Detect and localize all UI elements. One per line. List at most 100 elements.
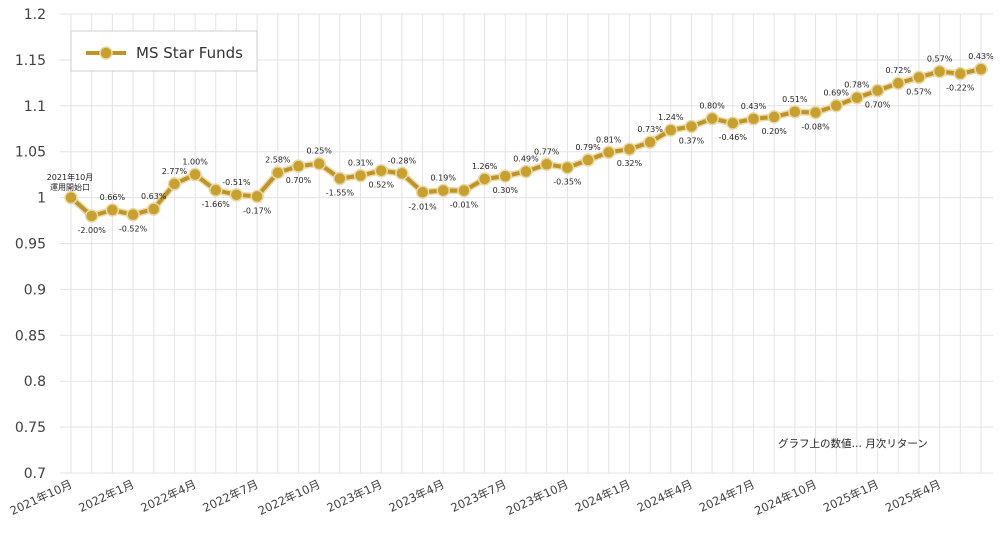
data-point [726, 116, 740, 130]
data-label: 0.43% [741, 102, 767, 111]
data-point [788, 105, 802, 119]
data-label: 0.57% [906, 87, 932, 96]
data-point [395, 166, 409, 181]
data-label: -0.46% [719, 133, 748, 142]
data-label: 0.63% [141, 192, 167, 201]
data-label: 0.30% [493, 186, 519, 195]
data-point [209, 183, 223, 197]
data-label: 0.73% [637, 125, 663, 134]
data-label: -0.22% [946, 84, 975, 93]
data-point [622, 142, 637, 156]
y-tick-label: 0.9 [24, 282, 46, 298]
legend-label: MS Star Funds [136, 44, 243, 62]
y-tick-label: 0.75 [15, 420, 46, 436]
legend: MS Star Funds [70, 30, 258, 72]
data-label: 0.70% [865, 101, 891, 110]
x-tick-label: 2022年4月 [138, 477, 198, 515]
data-point [767, 110, 781, 124]
data-point [291, 159, 306, 173]
x-tick-label: 2024年4月 [635, 477, 695, 515]
y-tick-label: 1.15 [15, 53, 46, 69]
y-axis-ticks: 0.7 0.75 0.8 0.85 0.9 0.95 1 1.05 1.1 1.15 1.2 [15, 7, 46, 482]
data-point [457, 183, 471, 198]
data-point [167, 177, 182, 191]
x-tick-label: 2023年7月 [449, 477, 509, 515]
data-point [250, 189, 264, 204]
x-tick-label: 2025年4月 [883, 477, 943, 515]
data-label: -1.55% [326, 189, 355, 198]
data-label: 0.57% [927, 54, 953, 63]
data-label: 0.49% [513, 155, 539, 164]
data-label: 0.31% [348, 159, 374, 168]
data-label: 0.79% [575, 143, 601, 152]
data-label: -2.01% [408, 202, 437, 211]
data-point [808, 105, 823, 120]
data-label: 0.72% [886, 66, 912, 75]
x-tick-label: 2024年10月 [752, 477, 819, 518]
data-point [932, 64, 947, 79]
x-tick-label: 2022年1月 [76, 477, 136, 515]
data-point [498, 169, 513, 183]
y-tick-label: 0.8 [24, 374, 46, 390]
data-point [84, 209, 99, 223]
data-point [581, 153, 595, 167]
data-label: 0.77% [534, 147, 560, 156]
data-point [126, 207, 140, 222]
data-label: 0.69% [824, 89, 850, 98]
data-point [746, 112, 761, 126]
data-label: 2.58% [265, 156, 291, 165]
data-label: -0.17% [243, 206, 272, 215]
data-label: -0.51% [222, 178, 251, 187]
data-label: 0.70% [286, 176, 312, 185]
data-point [684, 119, 699, 134]
data-label: -0.52% [119, 225, 148, 234]
x-tick-label: 2024年1月 [573, 477, 633, 515]
data-label: 0.52% [369, 181, 395, 190]
data-label: -0.28% [388, 156, 417, 165]
data-label: 0.43% [968, 52, 994, 61]
data-label: 1.26% [472, 162, 498, 171]
x-tick-label: 2024年7月 [697, 477, 757, 515]
data-labels: -2.00% 0.66% -0.52% 0.63% 2.77%1.00% -1.66% -0… [78, 52, 995, 235]
data-label: 0.37% [679, 136, 705, 145]
chart-note: グラフ上の数値… 月次リターン [778, 437, 928, 450]
x-tick-label: 2023年10月 [504, 477, 571, 518]
data-point [271, 165, 285, 180]
x-tick-label: 2023年1月 [325, 477, 385, 515]
x-tick-label: 2023年4月 [387, 477, 447, 515]
data-point [953, 66, 968, 81]
data-label: -0.01% [450, 201, 479, 210]
x-tick-label: 2022年7月 [200, 477, 260, 515]
grid-lines [60, 13, 993, 474]
data-point [64, 190, 78, 205]
data-label: 0.78% [844, 81, 870, 90]
data-point [539, 157, 554, 172]
data-point [519, 164, 533, 179]
data-label: 0.80% [699, 102, 725, 111]
data-label: -0.35% [553, 178, 582, 187]
data-point [229, 188, 244, 202]
data-point [891, 76, 906, 90]
data-label: 0.66% [100, 193, 126, 202]
data-label: 0.51% [782, 95, 808, 104]
data-label: 1.24% [658, 113, 684, 122]
data-point [560, 160, 575, 175]
data-label: 1.00% [182, 158, 208, 167]
y-tick-label: 0.85 [15, 328, 46, 344]
data-point [912, 70, 926, 85]
data-label: -0.08% [801, 123, 830, 132]
data-point [146, 202, 161, 216]
data-point [333, 171, 347, 186]
x-tick-label: 2025年1月 [821, 477, 881, 515]
y-tick-label: 0.7 [24, 466, 46, 482]
data-label: 0.32% [617, 159, 643, 168]
legend-marker-swatch [99, 46, 113, 60]
data-point [415, 185, 430, 200]
data-label: 0.20% [761, 127, 787, 136]
data-label: 0.19% [431, 174, 457, 183]
data-point [188, 167, 202, 182]
data-point [374, 163, 388, 178]
data-label: 0.81% [596, 135, 622, 144]
